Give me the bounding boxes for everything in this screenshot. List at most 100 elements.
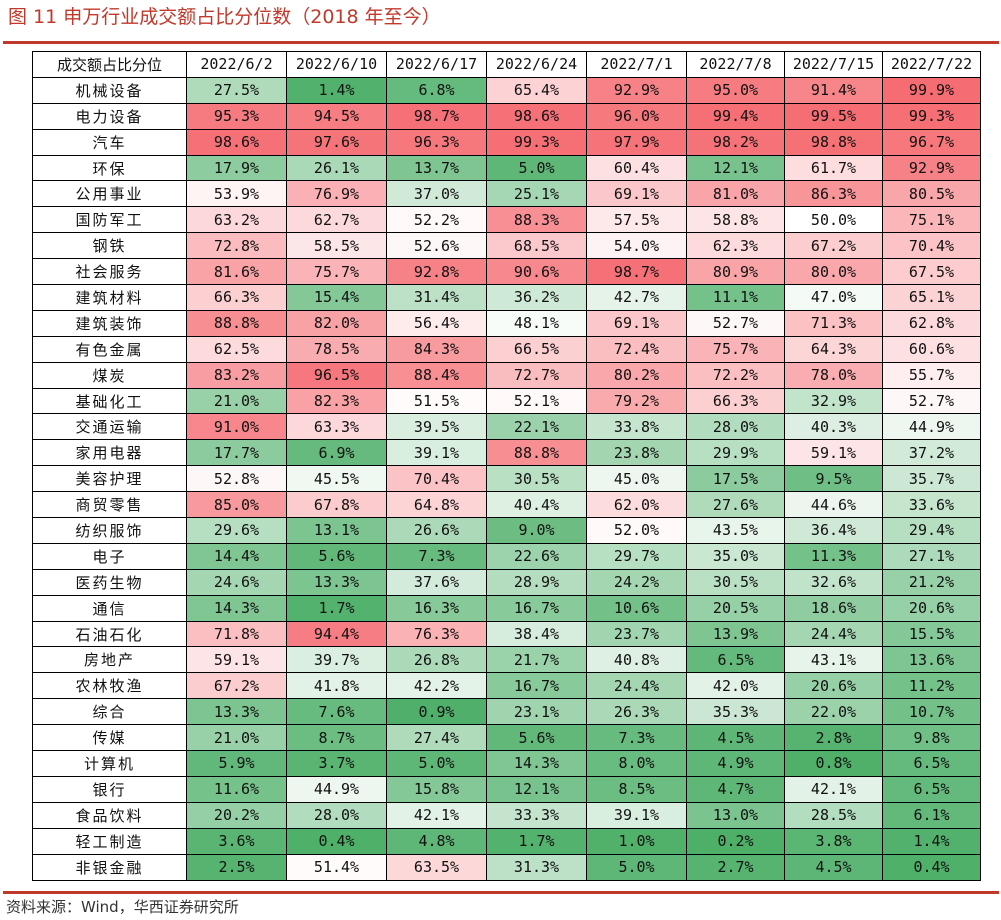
heatmap-cell: 21.0% — [186, 724, 287, 752]
heatmap-cell: 33.8% — [586, 413, 687, 441]
heatmap-cell: 31.3% — [486, 853, 587, 881]
heatmap-cell: 11.1% — [686, 284, 785, 311]
heatmap-cell: 52.6% — [386, 232, 487, 260]
heatmap-cell: 61.7% — [784, 154, 883, 182]
heatmap-cell: 13.3% — [286, 568, 387, 596]
heatmap-cell: 1.0% — [586, 827, 687, 855]
row-label: 纺织服饰 — [32, 517, 187, 544]
bottom-rule — [3, 891, 999, 894]
heatmap-cell: 0.9% — [386, 698, 487, 726]
heatmap-cell: 22.0% — [784, 698, 883, 726]
table-row: 基础化工 21.0% 82.3% 51.5% 52.1% 79.2% 66.3% 32.9% 5… — [32, 387, 981, 415]
heatmap-cell: 69.1% — [586, 180, 687, 208]
heatmap-cell: 50.0% — [784, 206, 883, 234]
heatmap-cell: 21.7% — [486, 646, 587, 674]
heatmap-cell: 63.5% — [386, 853, 487, 881]
heatmap-cell: 13.6% — [882, 646, 981, 674]
table-row: 石油石化 71.8% 94.4% 76.3% 38.4% 23.7% 13.9% 24.4% 1… — [32, 620, 981, 648]
heatmap-cell: 10.7% — [882, 698, 981, 726]
heatmap-cell: 99.3% — [486, 128, 587, 156]
heatmap-cell: 5.6% — [286, 542, 387, 570]
heatmap-cell: 52.7% — [686, 309, 785, 337]
row-label: 环保 — [32, 154, 187, 182]
heatmap-cell: 44.6% — [784, 491, 883, 519]
heatmap-cell: 96.3% — [386, 128, 487, 156]
heatmap-cell: 39.1% — [386, 439, 487, 467]
heatmap-cell: 42.2% — [386, 672, 487, 700]
row-label: 基础化工 — [32, 387, 187, 415]
heatmap-cell: 82.0% — [286, 309, 387, 337]
heatmap-cell: 27.5% — [186, 76, 287, 104]
heatmap-cell: 37.2% — [882, 439, 981, 467]
heatmap-cell: 59.1% — [186, 646, 287, 674]
heatmap-cell: 16.3% — [386, 594, 487, 622]
heatmap-cell: 0.4% — [286, 827, 387, 855]
heatmap-cell: 6.5% — [686, 646, 785, 674]
heatmap-cell: 37.6% — [386, 568, 487, 596]
row-label: 交通运输 — [32, 413, 187, 441]
table-row: 环保 17.9% 26.1% 13.7% 5.0% 60.4% 12.1% 61.7% 92.9… — [32, 154, 981, 182]
heatmap-cell: 96.0% — [586, 102, 687, 130]
heatmap-cell: 51.4% — [286, 853, 387, 881]
heatmap-cell: 97.6% — [286, 128, 387, 156]
heatmap-cell: 11.2% — [882, 672, 981, 700]
heatmap-cell: 42.0% — [686, 672, 785, 700]
heatmap-cell: 43.5% — [686, 517, 785, 544]
heatmap-cell: 52.0% — [586, 517, 687, 544]
heatmap-cell: 20.2% — [186, 801, 287, 829]
heatmap-cell: 35.0% — [686, 542, 785, 570]
heatmap-cell: 2.5% — [186, 853, 287, 881]
heatmap-cell: 90.6% — [486, 258, 587, 286]
heatmap-cell: 42.1% — [386, 801, 487, 829]
heatmap-cell: 26.6% — [386, 517, 487, 544]
heatmap-cell: 67.2% — [186, 672, 287, 700]
column-header: 2022/6/10 — [286, 51, 387, 78]
row-label: 美容护理 — [32, 465, 187, 493]
heatmap-cell: 62.8% — [882, 309, 981, 337]
heatmap-cell: 21.2% — [882, 568, 981, 596]
heatmap-cell: 1.4% — [882, 827, 981, 855]
row-label: 社会服务 — [32, 258, 187, 286]
heatmap-cell: 9.0% — [486, 517, 587, 544]
row-label: 综合 — [32, 698, 187, 726]
heatmap-cell: 9.5% — [784, 465, 883, 493]
heatmap-cell: 70.4% — [882, 232, 981, 260]
table-row: 通信 14.3% 1.7% 16.3% 16.7% 10.6% 20.5% 18.6% 20.6… — [32, 594, 981, 622]
heatmap-cell: 5.9% — [186, 750, 287, 777]
heatmap-cell: 16.7% — [486, 672, 587, 700]
table-row: 非银金融 2.5% 51.4% 63.5% 31.3% 5.0% 2.7% 4.5% 0.4% — [32, 853, 981, 881]
heatmap-cell: 88.8% — [186, 309, 287, 337]
heatmap-table: 成交额占比分位 2022/6/2 2022/6/10 2022/6/17 2022/6… — [32, 51, 981, 881]
table-row: 机械设备 27.5% 1.4% 6.8% 65.4% 92.9% 95.0% 91.4% 99.… — [32, 76, 981, 104]
heatmap-cell: 4.5% — [784, 853, 883, 881]
row-label: 通信 — [32, 594, 187, 622]
heatmap-cell: 17.9% — [186, 154, 287, 182]
heatmap-cell: 76.9% — [286, 180, 387, 208]
heatmap-cell: 40.3% — [784, 413, 883, 441]
heatmap-cell: 98.2% — [686, 128, 785, 156]
column-header: 2022/7/15 — [784, 51, 883, 78]
heatmap-cell: 98.8% — [784, 128, 883, 156]
heatmap-cell: 20.6% — [784, 672, 883, 700]
heatmap-cell: 31.4% — [386, 284, 487, 311]
heatmap-cell: 20.5% — [686, 594, 785, 622]
heatmap-cell: 60.4% — [586, 154, 687, 182]
heatmap-cell: 78.0% — [784, 361, 883, 389]
heatmap-cell: 66.3% — [186, 284, 287, 311]
heatmap-cell: 66.3% — [686, 387, 785, 415]
heatmap-cell: 78.5% — [286, 335, 387, 363]
corner-label: 成交额占比分位 — [32, 51, 187, 78]
heatmap-cell: 40.8% — [586, 646, 687, 674]
heatmap-cell: 6.1% — [882, 801, 981, 829]
heatmap-cell: 72.2% — [686, 361, 785, 389]
heatmap-cell: 80.9% — [686, 258, 785, 286]
row-label: 非银金融 — [32, 853, 187, 881]
heatmap-cell: 39.1% — [586, 801, 687, 829]
heatmap-cell: 22.6% — [486, 542, 587, 570]
heatmap-cell: 22.1% — [486, 413, 587, 441]
heatmap-cell: 11.3% — [784, 542, 883, 570]
heatmap-cell: 84.3% — [386, 335, 487, 363]
heatmap-cell: 1.7% — [486, 827, 587, 855]
heatmap-cell: 23.1% — [486, 698, 587, 726]
heatmap-cell: 30.5% — [486, 465, 587, 493]
